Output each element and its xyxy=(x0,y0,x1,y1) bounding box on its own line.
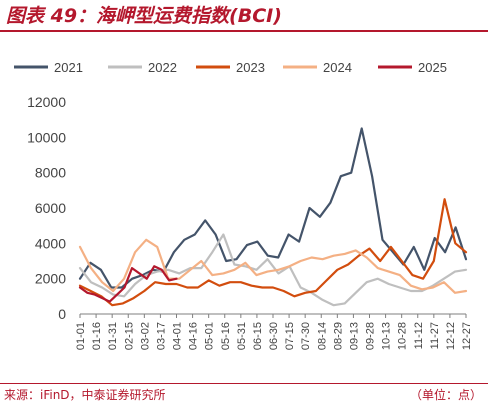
x-tick-label: 04-01 xyxy=(172,322,184,350)
series-lines xyxy=(78,127,468,307)
x-tick-label: 04-16 xyxy=(188,322,200,350)
title-divider xyxy=(0,30,488,32)
x-tick-label: 09-13 xyxy=(348,322,360,350)
x-tick-label: 07-30 xyxy=(300,322,312,350)
legend-label-2023: 2023 xyxy=(236,60,265,75)
chart-title: 图表 49：海岬型运费指数(BCI) xyxy=(6,5,282,27)
x-tick-label: 08-14 xyxy=(316,322,328,350)
source-note: 来源：iFinD，中泰证券研究所 xyxy=(4,388,166,402)
x-tick-label: 11-27 xyxy=(429,322,441,349)
x-tick-label: 10-28 xyxy=(397,322,409,350)
legend-label-2025: 2025 xyxy=(418,60,447,75)
series-line-2024 xyxy=(78,238,468,294)
x-axis: 01-01 01-16 01-31 02-15 03-02 03-17 04-01 04-16… xyxy=(75,313,473,350)
y-axis-ticks: 0 2000 4000 6000 8000 10000 12000 xyxy=(27,94,66,322)
x-tick-label: 07-15 xyxy=(284,322,296,350)
x-tick-label: 12-27 xyxy=(461,322,473,350)
x-tick-label: 03-17 xyxy=(155,322,167,350)
x-tick-label: 06-15 xyxy=(252,322,264,350)
bci-line-chart: 2021 2022 2023 2024 2025 0 2000 4000 6000 8000 10… xyxy=(14,60,473,350)
x-tick-label: 05-31 xyxy=(236,322,248,350)
x-tick-label: 01-01 xyxy=(75,322,87,350)
x-tick-label: 09-28 xyxy=(365,322,377,350)
series-line-2023 xyxy=(78,198,468,307)
y-tick-label: 10000 xyxy=(27,129,66,145)
y-tick-label: 6000 xyxy=(35,200,66,216)
x-tick-label: 03-02 xyxy=(139,322,151,350)
x-tick-label: 08-29 xyxy=(332,322,344,350)
x-tick-label: 10-13 xyxy=(381,322,393,350)
x-tick-label: 01-16 xyxy=(91,322,103,350)
y-tick-label: 12000 xyxy=(27,94,66,110)
series-line-2021 xyxy=(78,127,468,289)
x-tick-label: 02-15 xyxy=(123,322,135,350)
x-tick-label: 05-16 xyxy=(220,322,232,350)
x-tick-label: 05-01 xyxy=(204,322,216,350)
y-tick-label: 4000 xyxy=(35,235,66,251)
x-tick-label: 01-31 xyxy=(107,322,119,350)
series-line-2025 xyxy=(78,265,178,303)
y-tick-label: 2000 xyxy=(35,271,66,287)
x-tick-label: 06-30 xyxy=(268,322,280,350)
x-tick-label: 12-12 xyxy=(445,322,457,350)
x-tick-label: 11-12 xyxy=(413,322,425,349)
legend-label-2022: 2022 xyxy=(148,60,177,75)
legend-label-2024: 2024 xyxy=(323,60,352,75)
legend: 2021 2022 2023 2024 2025 xyxy=(14,60,447,75)
y-tick-label: 8000 xyxy=(35,165,66,181)
footer-divider xyxy=(0,383,488,384)
unit-note: （单位：点） xyxy=(409,388,482,402)
legend-label-2021: 2021 xyxy=(54,60,83,75)
y-tick-label: 0 xyxy=(58,306,66,322)
